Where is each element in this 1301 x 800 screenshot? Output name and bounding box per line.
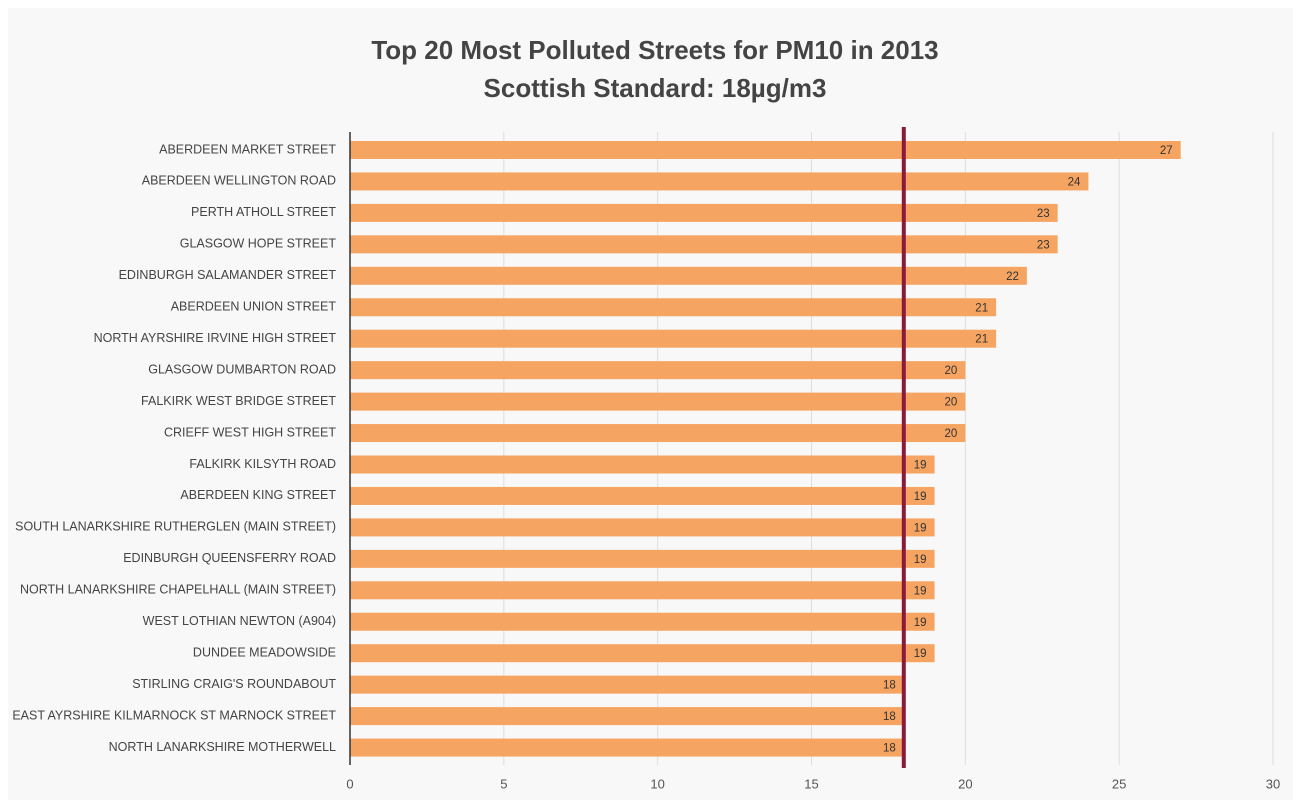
x-tick-label: 5 <box>500 776 507 791</box>
y-tick-label: EAST AYRSHIRE KILMARNOCK ST MARNOCK STRE… <box>12 708 336 722</box>
y-tick-label: STIRLING CRAIG'S ROUNDABOUT <box>132 677 336 691</box>
y-tick-label: FALKIRK KILSYTH ROAD <box>189 457 336 471</box>
bar <box>350 581 935 600</box>
y-tick-label: SOUTH LANARKSHIRE RUTHERGLEN (MAIN STREE… <box>15 520 336 534</box>
x-tick-label: 0 <box>346 776 353 791</box>
bar <box>350 738 904 757</box>
bar <box>350 549 935 568</box>
x-tick-label: 10 <box>650 776 664 791</box>
y-tick-label: ABERDEEN MARKET STREET <box>159 142 336 156</box>
value-label: 19 <box>914 554 927 566</box>
y-tick-label: NORTH LANARKSHIRE MOTHERWELL <box>109 740 336 754</box>
value-label: 18 <box>883 743 896 755</box>
x-tick-label: 15 <box>804 776 818 791</box>
value-label: 19 <box>914 460 927 472</box>
y-tick-label: PERTH ATHOLL STREET <box>191 205 336 219</box>
y-tick-label: GLASGOW HOPE STREET <box>180 237 337 251</box>
value-label: 24 <box>1068 176 1081 188</box>
value-label: 19 <box>914 617 927 629</box>
value-label: 20 <box>945 428 958 440</box>
bar <box>350 675 904 694</box>
bar <box>350 612 935 631</box>
value-label: 22 <box>1006 271 1019 283</box>
chart-title: Top 20 Most Polluted Streets for PM10 in… <box>371 35 938 65</box>
bar <box>350 424 966 443</box>
value-label: 27 <box>1160 145 1173 157</box>
y-tick-label: ABERDEEN UNION STREET <box>171 300 337 314</box>
bar <box>350 392 966 411</box>
y-tick-label: DUNDEE MEADOWSIDE <box>193 645 336 659</box>
bar <box>350 455 935 474</box>
bar <box>350 203 1058 222</box>
y-tick-label: CRIEFF WEST HIGH STREET <box>164 425 336 439</box>
value-label: 23 <box>1037 208 1050 220</box>
bar <box>350 361 966 380</box>
bar <box>350 518 935 537</box>
bar <box>350 486 935 505</box>
value-label: 19 <box>914 648 927 660</box>
value-label: 20 <box>945 365 958 377</box>
value-label: 21 <box>975 302 988 314</box>
bar <box>350 707 904 726</box>
value-label: 19 <box>914 491 927 503</box>
bar <box>350 235 1058 254</box>
y-tick-label: EDINBURGH QUEENSFERRY ROAD <box>123 551 336 565</box>
y-tick-label: WEST LOTHIAN NEWTON (A904) <box>143 614 336 628</box>
bar <box>350 141 1181 159</box>
y-tick-label: NORTH AYRSHIRE IRVINE HIGH STREET <box>94 331 337 345</box>
bar <box>350 329 997 348</box>
value-label: 18 <box>883 711 896 723</box>
y-tick-label: NORTH LANARKSHIRE CHAPELHALL (MAIN STREE… <box>20 583 336 597</box>
bar <box>350 298 997 317</box>
y-tick-label: ABERDEEN KING STREET <box>180 488 336 502</box>
bar <box>350 172 1089 191</box>
y-tick-label: ABERDEEN WELLINGTON ROAD <box>142 174 336 188</box>
value-label: 19 <box>914 522 927 534</box>
chart-subtitle: Scottish Standard: 18µg/m3 <box>484 73 827 103</box>
x-tick-label: 20 <box>958 776 972 791</box>
value-label: 21 <box>975 334 988 346</box>
value-label: 19 <box>914 585 927 597</box>
x-tick-label: 25 <box>1112 776 1126 791</box>
bar <box>350 266 1027 285</box>
bar <box>350 644 935 663</box>
y-tick-label: GLASGOW DUMBARTON ROAD <box>148 362 336 376</box>
x-tick-label: 30 <box>1266 776 1280 791</box>
value-label: 18 <box>883 680 896 692</box>
value-label: 23 <box>1037 239 1050 251</box>
y-tick-label: EDINBURGH SALAMANDER STREET <box>119 268 337 282</box>
y-tick-label: FALKIRK WEST BRIDGE STREET <box>141 394 336 408</box>
value-label: 20 <box>945 397 958 409</box>
